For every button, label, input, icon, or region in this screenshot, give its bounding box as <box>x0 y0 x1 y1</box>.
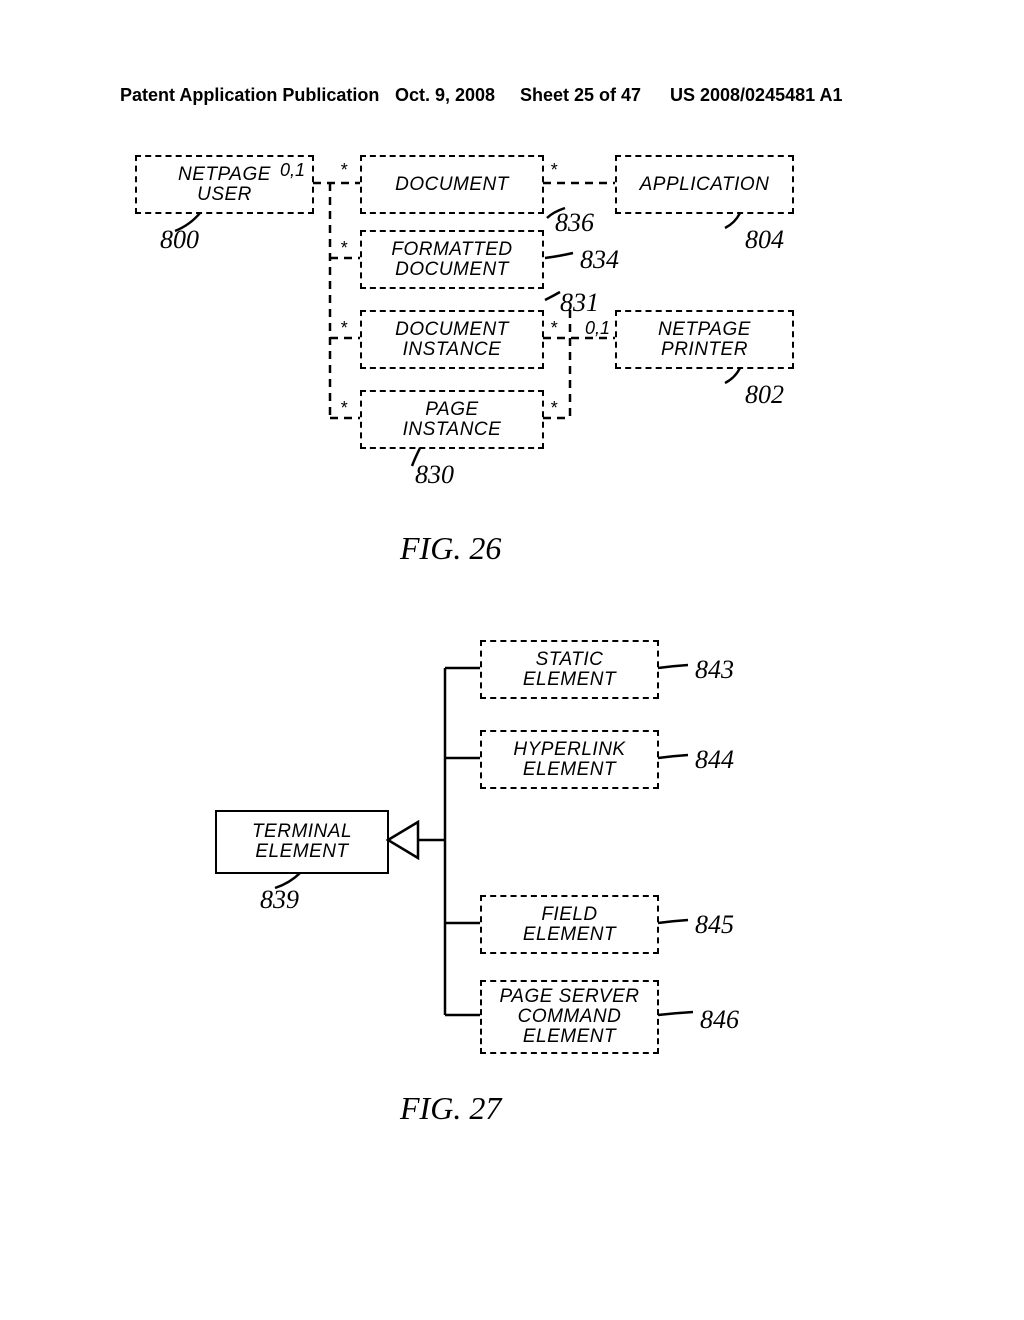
label-netpage-printer: NETPAGE PRINTER <box>658 320 751 360</box>
box-field-element: FIELD ELEMENT <box>480 895 659 954</box>
patent-page: Patent Application Publication Oct. 9, 2… <box>0 0 1024 1320</box>
header-sheet: Sheet 25 of 47 <box>520 85 641 106</box>
label-hyperlink-element: HYPERLINK ELEMENT <box>513 740 625 780</box>
ref-843: 843 <box>695 655 734 685</box>
card-star-1: * <box>340 160 347 181</box>
ref-800: 800 <box>160 225 199 255</box>
box-hyperlink-element: HYPERLINK ELEMENT <box>480 730 659 789</box>
box-formatted-document: FORMATTED DOCUMENT <box>360 230 544 289</box>
header-pub: Patent Application Publication <box>120 85 379 106</box>
box-application: APPLICATION <box>615 155 794 214</box>
card-star-6: * <box>340 398 347 419</box>
ref-804: 804 <box>745 225 784 255</box>
label-static-element: STATIC ELEMENT <box>523 650 616 690</box>
label-field-element: FIELD ELEMENT <box>523 905 616 945</box>
label-page-instance: PAGE INSTANCE <box>403 400 502 440</box>
ref-839: 839 <box>260 885 299 915</box>
label-netpage-user: NETPAGE USER <box>178 165 271 205</box>
label-application: APPLICATION <box>640 175 770 195</box>
card-star-3: * <box>340 238 347 259</box>
label-page-server-command: PAGE SERVER COMMAND ELEMENT <box>500 987 640 1047</box>
card-01-left: 0,1 <box>280 160 305 181</box>
header-docno: US 2008/0245481 A1 <box>670 85 842 106</box>
label-terminal-element: TERMINAL ELEMENT <box>252 822 352 862</box>
ref-844: 844 <box>695 745 734 775</box>
ref-836: 836 <box>555 208 594 238</box>
box-document: DOCUMENT <box>360 155 544 214</box>
fig26-caption: FIG. 26 <box>400 530 501 567</box>
box-terminal-element: TERMINAL ELEMENT <box>215 810 389 874</box>
label-document: DOCUMENT <box>395 175 509 195</box>
label-document-instance: DOCUMENT INSTANCE <box>395 320 509 360</box>
ref-846: 846 <box>700 1005 739 1035</box>
box-static-element: STATIC ELEMENT <box>480 640 659 699</box>
header-date: Oct. 9, 2008 <box>395 85 495 106</box>
label-formatted-document: FORMATTED DOCUMENT <box>391 240 512 280</box>
fig27-caption: FIG. 27 <box>400 1090 501 1127</box>
ref-834: 834 <box>580 245 619 275</box>
card-star-5: * <box>550 318 557 339</box>
card-01-right: 0,1 <box>585 318 610 339</box>
box-document-instance: DOCUMENT INSTANCE <box>360 310 544 369</box>
box-page-instance: PAGE INSTANCE <box>360 390 544 449</box>
ref-802: 802 <box>745 380 784 410</box>
card-star-4: * <box>340 318 347 339</box>
ref-830: 830 <box>415 460 454 490</box>
box-page-server-command: PAGE SERVER COMMAND ELEMENT <box>480 980 659 1054</box>
box-netpage-printer: NETPAGE PRINTER <box>615 310 794 369</box>
ref-831: 831 <box>560 288 599 318</box>
card-star-7: * <box>550 398 557 419</box>
ref-845: 845 <box>695 910 734 940</box>
card-star-2: * <box>550 160 557 181</box>
